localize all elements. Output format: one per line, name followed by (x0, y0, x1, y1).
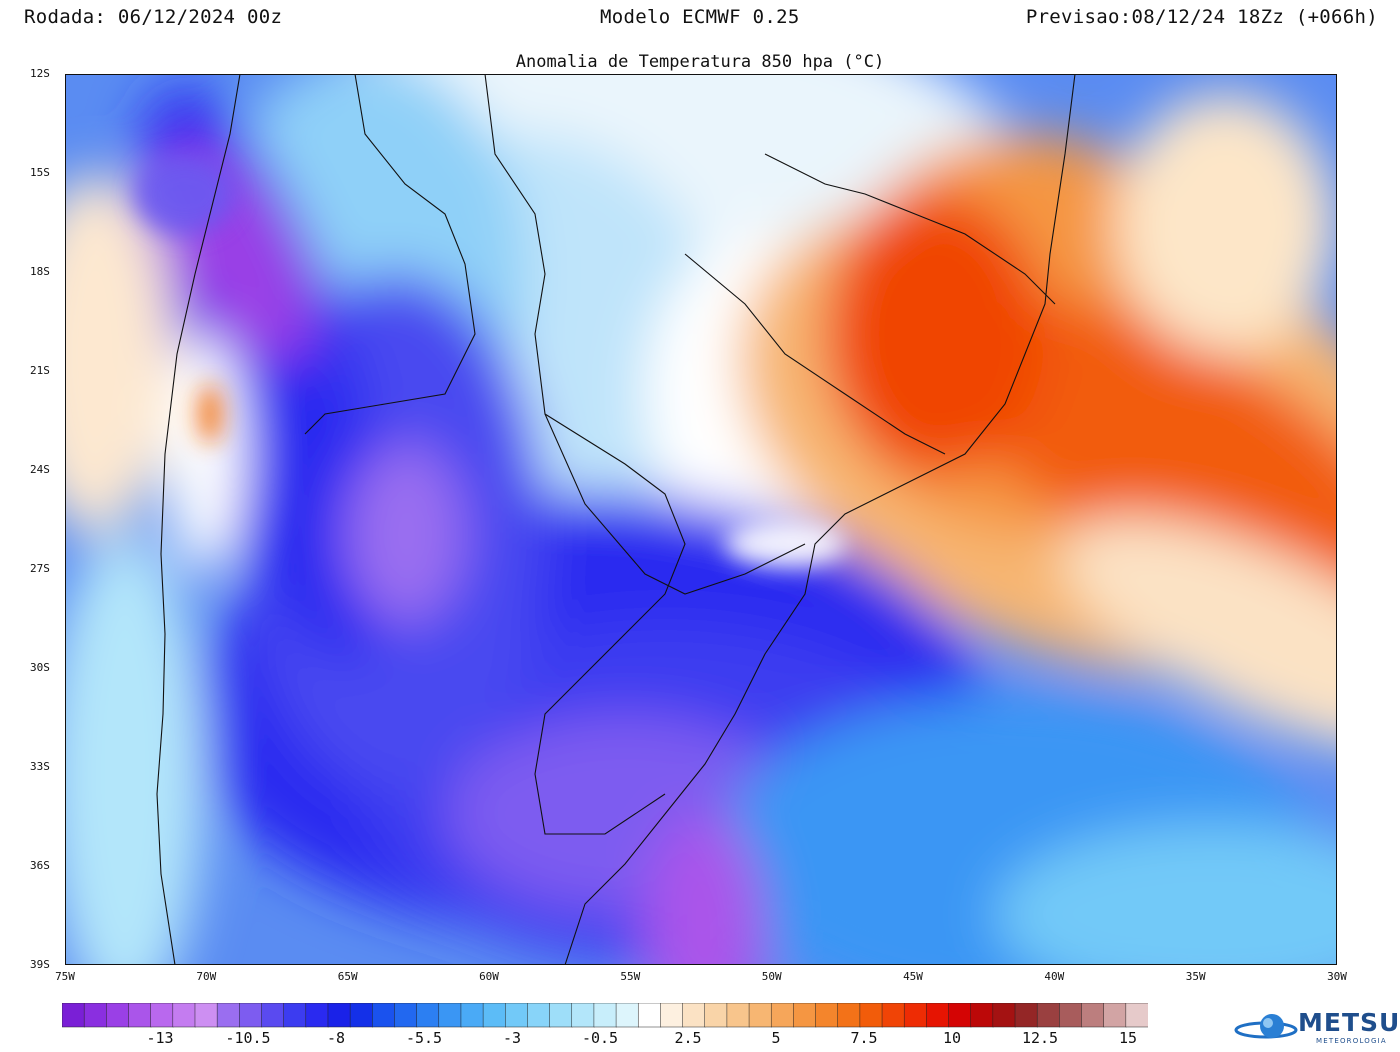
colorbar-tick-label: -13 (146, 1029, 174, 1047)
colorbar-cell (1014, 1003, 1038, 1028)
colorbar-tick-label: -3 (502, 1029, 522, 1047)
colorbar-cell (748, 1003, 772, 1028)
colorbar-cell (172, 1003, 196, 1028)
colorbar-cell (992, 1003, 1016, 1028)
colorbar-cell (593, 1003, 617, 1028)
colorbar-cell (726, 1003, 750, 1028)
colorbar-cell (150, 1003, 174, 1028)
anomaly-map (65, 74, 1337, 965)
map-frame (65, 74, 1337, 965)
colorbar-cell (1081, 1003, 1105, 1028)
model-label: Modelo ECMWF 0.25 (600, 6, 800, 28)
colorbar-cell (793, 1003, 817, 1028)
colorbar-cell (283, 1003, 307, 1028)
colorbar-cell (660, 1003, 684, 1028)
lon-label: 45W (903, 970, 923, 983)
lat-label: 24S (30, 463, 50, 476)
colorbar-cell (438, 1003, 462, 1028)
colorbar-tick-label: 15 (1118, 1029, 1138, 1047)
lat-label: 39S (30, 958, 50, 971)
lat-label: 33S (30, 760, 50, 773)
colorbar-cell (83, 1003, 108, 1028)
lon-label: 35W (1185, 970, 1206, 983)
colorbar-tick-label: 10 (942, 1029, 962, 1047)
logo-name: METSUL (1298, 1008, 1400, 1037)
logo-subtitle: METEOROLOGIA (1316, 1037, 1387, 1045)
colorbar-cell (549, 1003, 573, 1028)
colorbar-cell (106, 1003, 130, 1028)
map-title: Anomalia de Temperatura 850 hpa (°C) (515, 52, 885, 72)
colorbar-cell (527, 1003, 551, 1028)
lon-label: 40W (1044, 970, 1065, 983)
colorbar-tick-label: -8 (326, 1029, 346, 1047)
colorbar-tick-label: 5 (771, 1029, 781, 1047)
colorbar-cell (970, 1003, 994, 1028)
colorbar-cell (637, 1003, 662, 1028)
lat-label: 12S (30, 67, 50, 80)
lon-label: 50W (761, 970, 782, 983)
colorbar-cell (1125, 1003, 1148, 1028)
colorbar-tick-label: -5.5 (405, 1029, 443, 1047)
lat-label: 30S (30, 661, 50, 674)
lat-label: 15S (30, 166, 50, 179)
colorbar-cell (416, 1003, 440, 1028)
colorbar-cell (704, 1003, 728, 1028)
lat-label: 27S (30, 562, 50, 575)
colorbar-cell (815, 1003, 839, 1028)
colorbar-cell (482, 1003, 507, 1028)
lon-label: 70W (196, 970, 217, 983)
colorbar-tick-label: -10.5 (225, 1029, 271, 1047)
colorbar (62, 1003, 1148, 1028)
anomaly-field (65, 74, 1337, 965)
colorbar-cell (903, 1003, 928, 1028)
colorbar-cell (837, 1003, 861, 1028)
colorbar-cell (571, 1003, 595, 1028)
colorbar-cell (239, 1003, 263, 1028)
country-borders (156, 74, 1076, 965)
colorbar-cell (1103, 1003, 1127, 1028)
colorbar-tick-label: 2.5 (674, 1029, 702, 1047)
colorbar-cell (62, 1003, 85, 1028)
lat-label: 18S (30, 265, 50, 278)
colorbar-cell (1059, 1003, 1083, 1028)
lon-label: 30W (1327, 970, 1347, 983)
lon-label: 55W (620, 970, 641, 983)
colorbar-cell (859, 1003, 883, 1028)
colorbar-cell (1036, 1003, 1061, 1028)
forecast-label: Previsao:08/12/24 18Zz (+066h) (1025, 6, 1378, 28)
colorbar-cell (305, 1003, 329, 1028)
colorbar-tick-label: 12.5 (1021, 1029, 1059, 1047)
colorbar-cell (372, 1003, 396, 1028)
colorbar-cell (128, 1003, 152, 1028)
colorbar-cell (881, 1003, 905, 1028)
colorbar-cell (615, 1003, 639, 1028)
colorbar-cell (394, 1003, 418, 1028)
lon-label: 65W (337, 970, 358, 983)
colorbar-tick-label: 7.5 (850, 1029, 878, 1047)
lat-label: 36S (30, 859, 50, 872)
colorbar-tick-label: -0.5 (581, 1029, 619, 1047)
colorbar-cell (505, 1003, 529, 1028)
colorbar-cell (682, 1003, 706, 1028)
colorbar-cell (327, 1003, 351, 1028)
colorbar-cell (216, 1003, 241, 1028)
run-label: Rodada: 06/12/2024 00z (24, 6, 283, 28)
lat-label: 21S (30, 364, 50, 377)
colorbar-cell (349, 1003, 374, 1028)
colorbar-cell (460, 1003, 484, 1028)
colorbar-cell (948, 1003, 972, 1028)
colorbar-cell (926, 1003, 950, 1028)
colorbar-cell (194, 1003, 218, 1028)
colorbar-cell (770, 1003, 795, 1028)
lon-label: 75W (55, 970, 75, 983)
colorbar-cell (261, 1003, 285, 1028)
lon-label: 60W (479, 970, 499, 983)
metsul-logo (1234, 1014, 1298, 1039)
